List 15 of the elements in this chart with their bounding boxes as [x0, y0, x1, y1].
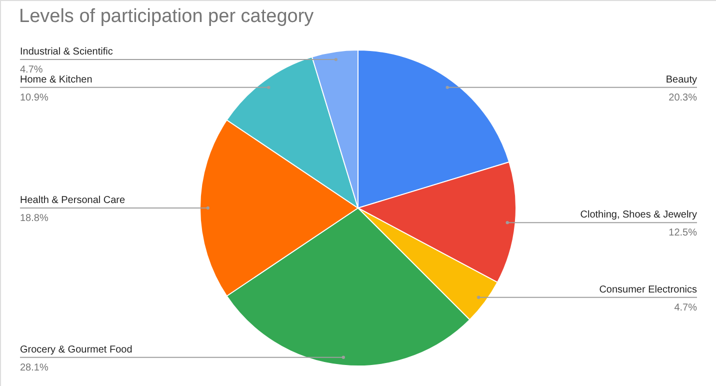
data-label: 18.8%: [20, 213, 48, 224]
data-label: 4.7%: [674, 302, 698, 314]
data-label: 20.3%: [668, 92, 698, 104]
slice-label: Home & Kitchen: [20, 74, 92, 86]
slice-label: Consumer Electronics: [599, 284, 697, 296]
chart-title: Levels of participation per category: [19, 6, 314, 27]
data-label: 10.9%: [20, 92, 48, 104]
data-label: 4.7%: [20, 64, 43, 76]
data-label: 12.5%: [668, 228, 698, 239]
slice-label: Beauty: [666, 74, 697, 86]
data-label: 28.1%: [20, 362, 48, 374]
slice-label: Industrial & Scientific: [20, 46, 113, 58]
slice-label: Clothing, Shoes & Jewelry: [580, 210, 697, 221]
slice-label: Grocery & Gourmet Food: [20, 344, 132, 356]
slice-label: Health & Personal Care: [20, 195, 126, 206]
